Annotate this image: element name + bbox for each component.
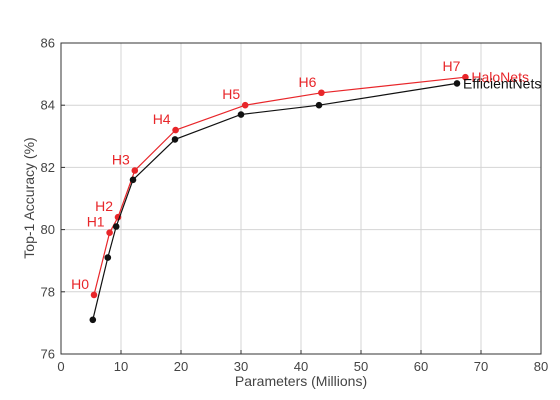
efficientnets-point <box>104 254 112 261</box>
efficientnets-series: EfficientNets <box>89 75 541 324</box>
point-label-h7: H7 <box>442 58 460 74</box>
halonets-point <box>131 167 139 174</box>
halonets-point <box>106 229 113 237</box>
point-label-h6: H6 <box>298 74 316 90</box>
x-tick-label: 60 <box>414 359 428 374</box>
efficientnets-point <box>237 111 245 118</box>
halonets-point <box>462 73 469 81</box>
y-tick-label: 82 <box>41 160 55 175</box>
point-label-h4: H4 <box>153 111 171 127</box>
tick-labels: 0 10 20 30 40 50 60 70 80 76 78 80 82 84 86 <box>41 36 549 375</box>
efficientnets-point <box>453 80 461 87</box>
grid <box>60 42 542 355</box>
point-label-h5: H5 <box>222 86 240 102</box>
x-tick-label: 0 <box>57 359 64 374</box>
efficientnets-point <box>129 176 137 184</box>
x-tick-label: 10 <box>114 359 128 374</box>
y-tick-label: 84 <box>41 98 55 113</box>
efficientnets-series-label: EfficientNets <box>463 75 541 91</box>
efficientnets-point <box>89 316 97 324</box>
point-label-h0: H0 <box>71 276 89 292</box>
x-tick-label: 70 <box>474 359 488 374</box>
x-tick-label: 80 <box>534 359 548 374</box>
x-tick-label: 50 <box>354 359 368 374</box>
x-tick-label: 40 <box>294 359 308 374</box>
point-label-h1: H1 <box>87 214 105 230</box>
y-axis-title: Top-1 Accuracy (%) <box>21 137 37 258</box>
halonets-point <box>318 89 325 97</box>
halonets-point <box>241 101 249 109</box>
y-tick-label: 78 <box>41 284 55 299</box>
x-axis-title: Parameters (Millions) <box>235 373 367 389</box>
point-label-h3: H3 <box>112 152 130 168</box>
halonets-point <box>90 291 98 299</box>
efficientnets-line <box>92 82 458 320</box>
y-tick-label: 76 <box>41 347 55 362</box>
efficientnets-point <box>171 136 179 143</box>
x-tick-label: 30 <box>234 359 248 374</box>
efficientnets-point <box>315 101 323 109</box>
halonets-series-label: HaloNets <box>471 69 529 85</box>
y-tick-label: 86 <box>41 36 55 51</box>
efficientnets-point <box>112 223 120 230</box>
halonets-point <box>172 126 179 134</box>
y-tick-label: 80 <box>41 222 55 237</box>
point-label-h2: H2 <box>95 198 113 214</box>
x-tick-label: 20 <box>174 359 188 374</box>
